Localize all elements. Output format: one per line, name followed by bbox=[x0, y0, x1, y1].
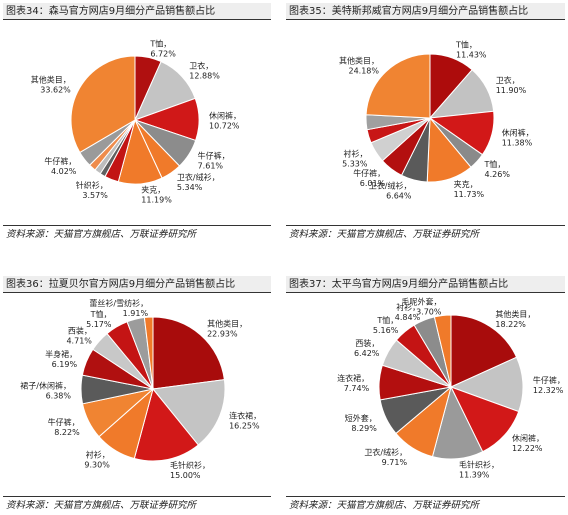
slice-label: 牛仔裤， 12.32% bbox=[533, 375, 565, 395]
slice-label: 卫衣/绒衫， 6.64% bbox=[369, 181, 412, 201]
slice-label: 半身裙， 6.19% bbox=[45, 349, 77, 369]
pie-slice bbox=[70, 55, 136, 154]
pie-chart: 其他类目， 18.22% 牛仔裤， 12.32% 休闲裤， 12.22% 毛针织衫， 11.3… bbox=[337, 297, 565, 480]
slice-label: T恤， 11.43% bbox=[455, 40, 487, 60]
slice-label: 衬衫， 5.33% bbox=[342, 149, 368, 169]
pie-chart: 其他类目， 22.93% 连衣裙， 16.25% 毛针织衫， 15.00% 衬衫， 9.30%… bbox=[20, 298, 261, 480]
pie-chart: T恤， 11.43% 卫衣， 11.90% 休闲裤， 11.38% T恤， 4.26%夹克， 1… bbox=[339, 40, 534, 201]
slice-label: 蕾丝衫/雪纺衫， 1.91% bbox=[89, 298, 148, 318]
pie-slice bbox=[133, 387, 199, 462]
slice-label: 卫衣/绒衫， 9.71% bbox=[364, 447, 407, 467]
slice-label: 毛呢外套， 3.70% bbox=[402, 297, 442, 317]
slice-label: 卫衣， 12.88% bbox=[189, 61, 220, 81]
slice-label: 休闲裤， 12.22% bbox=[512, 433, 544, 453]
slice-label: 卫衣/绒衫， 5.34% bbox=[177, 172, 220, 192]
slice-label: 休闲裤， 11.38% bbox=[502, 128, 534, 148]
slice-label: 其他类目， 33.62% bbox=[31, 74, 71, 94]
chart-source: 资料来源：天猫官方旗舰店、万联证券研究所 bbox=[286, 496, 565, 512]
slice-label: 牛仔裤， 7.61% bbox=[198, 151, 230, 171]
slice-label: T恤， 6.72% bbox=[149, 39, 176, 59]
pie-slice bbox=[433, 314, 452, 388]
slice-label: 牛仔裤， 8.22% bbox=[48, 417, 80, 437]
slice-label: 牛仔裤， 4.02% bbox=[44, 156, 76, 176]
chart-panel-metersbonwe: 图表35：美特斯邦威官方网店9月细分产品销售额占比 T恤， 11.43% 卫衣， 11… bbox=[286, 3, 565, 241]
slice-label: 连衣裙， 7.74% bbox=[337, 373, 369, 393]
slice-label: 夹克， 11.19% bbox=[141, 185, 172, 205]
slice-label: 牛仔裤， 6.01% bbox=[353, 168, 385, 188]
chart-title: 图表35：美特斯邦威官方网店9月细分产品销售额占比 bbox=[286, 3, 565, 20]
slice-label: 西装， 6.42% bbox=[354, 338, 380, 358]
slice-label: 针织衫， 3.57% bbox=[76, 180, 108, 200]
slice-label: 衬衫， 9.30% bbox=[84, 450, 110, 470]
slice-label: 西装， 4.71% bbox=[66, 325, 92, 345]
chart-panel-peacebird: 图表37：太平鸟官方网店9月细分产品销售额占比 其他类目， 18.22% 牛仔裤， 1… bbox=[286, 276, 565, 512]
chart-source: 资料来源：天猫官方旗舰店、万联证券研究所 bbox=[3, 496, 271, 512]
chart-title: 图表34：森马官方网店9月细分产品销售额占比 bbox=[3, 3, 271, 20]
slice-label: 其他类目， 18.22% bbox=[495, 309, 535, 329]
slice-label: T恤， 5.16% bbox=[373, 315, 399, 335]
slice-label: 毛针织衫， 11.39% bbox=[459, 460, 499, 480]
slice-label: 卫衣， 11.90% bbox=[496, 75, 527, 95]
chart-panel-senma: 图表34：森马官方网店9月细分产品销售额占比 T恤， 6.72% 卫衣， 12.88%… bbox=[3, 3, 271, 241]
slice-label: 夹克， 11.73% bbox=[454, 179, 485, 199]
slice-label: 其他类目， 24.18% bbox=[339, 55, 379, 75]
slice-label: T恤， 5.17% bbox=[86, 309, 112, 329]
pie-chart: T恤， 6.72% 卫衣， 12.88% 休闲裤， 10.72% 牛仔裤， 7.61%卫衣/绒… bbox=[31, 39, 241, 205]
pie-slice bbox=[143, 316, 154, 390]
chart-title: 图表36：拉夏贝尔官方网店9月细分产品销售额占比 bbox=[3, 276, 271, 293]
slice-label: 休闲裤， 10.72% bbox=[209, 110, 241, 130]
slice-label: 短外套， 8.29% bbox=[345, 413, 377, 433]
pie-slice bbox=[450, 314, 518, 388]
pie-slice bbox=[152, 316, 225, 390]
slice-label: 衬衫， 4.84% bbox=[395, 302, 421, 322]
slice-label: 毛针织衫， 15.00% bbox=[170, 460, 210, 480]
slice-label: 裙子/休闲裤， 6.38% bbox=[20, 381, 71, 401]
slice-label: T恤， 4.26% bbox=[484, 159, 511, 179]
chart-panel-lachapelle: 图表36：拉夏贝尔官方网店9月细分产品销售额占比 其他类目， 22.93% 连衣裙，… bbox=[3, 276, 271, 512]
pie-slice bbox=[365, 53, 431, 119]
slice-label: 其他类目， 22.93% bbox=[207, 318, 247, 338]
slice-label: 连衣裙， 16.25% bbox=[229, 410, 261, 430]
chart-source: 资料来源：天猫官方旗舰店、万联证券研究所 bbox=[286, 225, 565, 241]
pie-slice bbox=[152, 379, 226, 446]
chart-source: 资料来源：天猫官方旗舰店、万联证券研究所 bbox=[3, 225, 271, 241]
chart-title: 图表37：太平鸟官方网店9月细分产品销售额占比 bbox=[286, 276, 565, 293]
